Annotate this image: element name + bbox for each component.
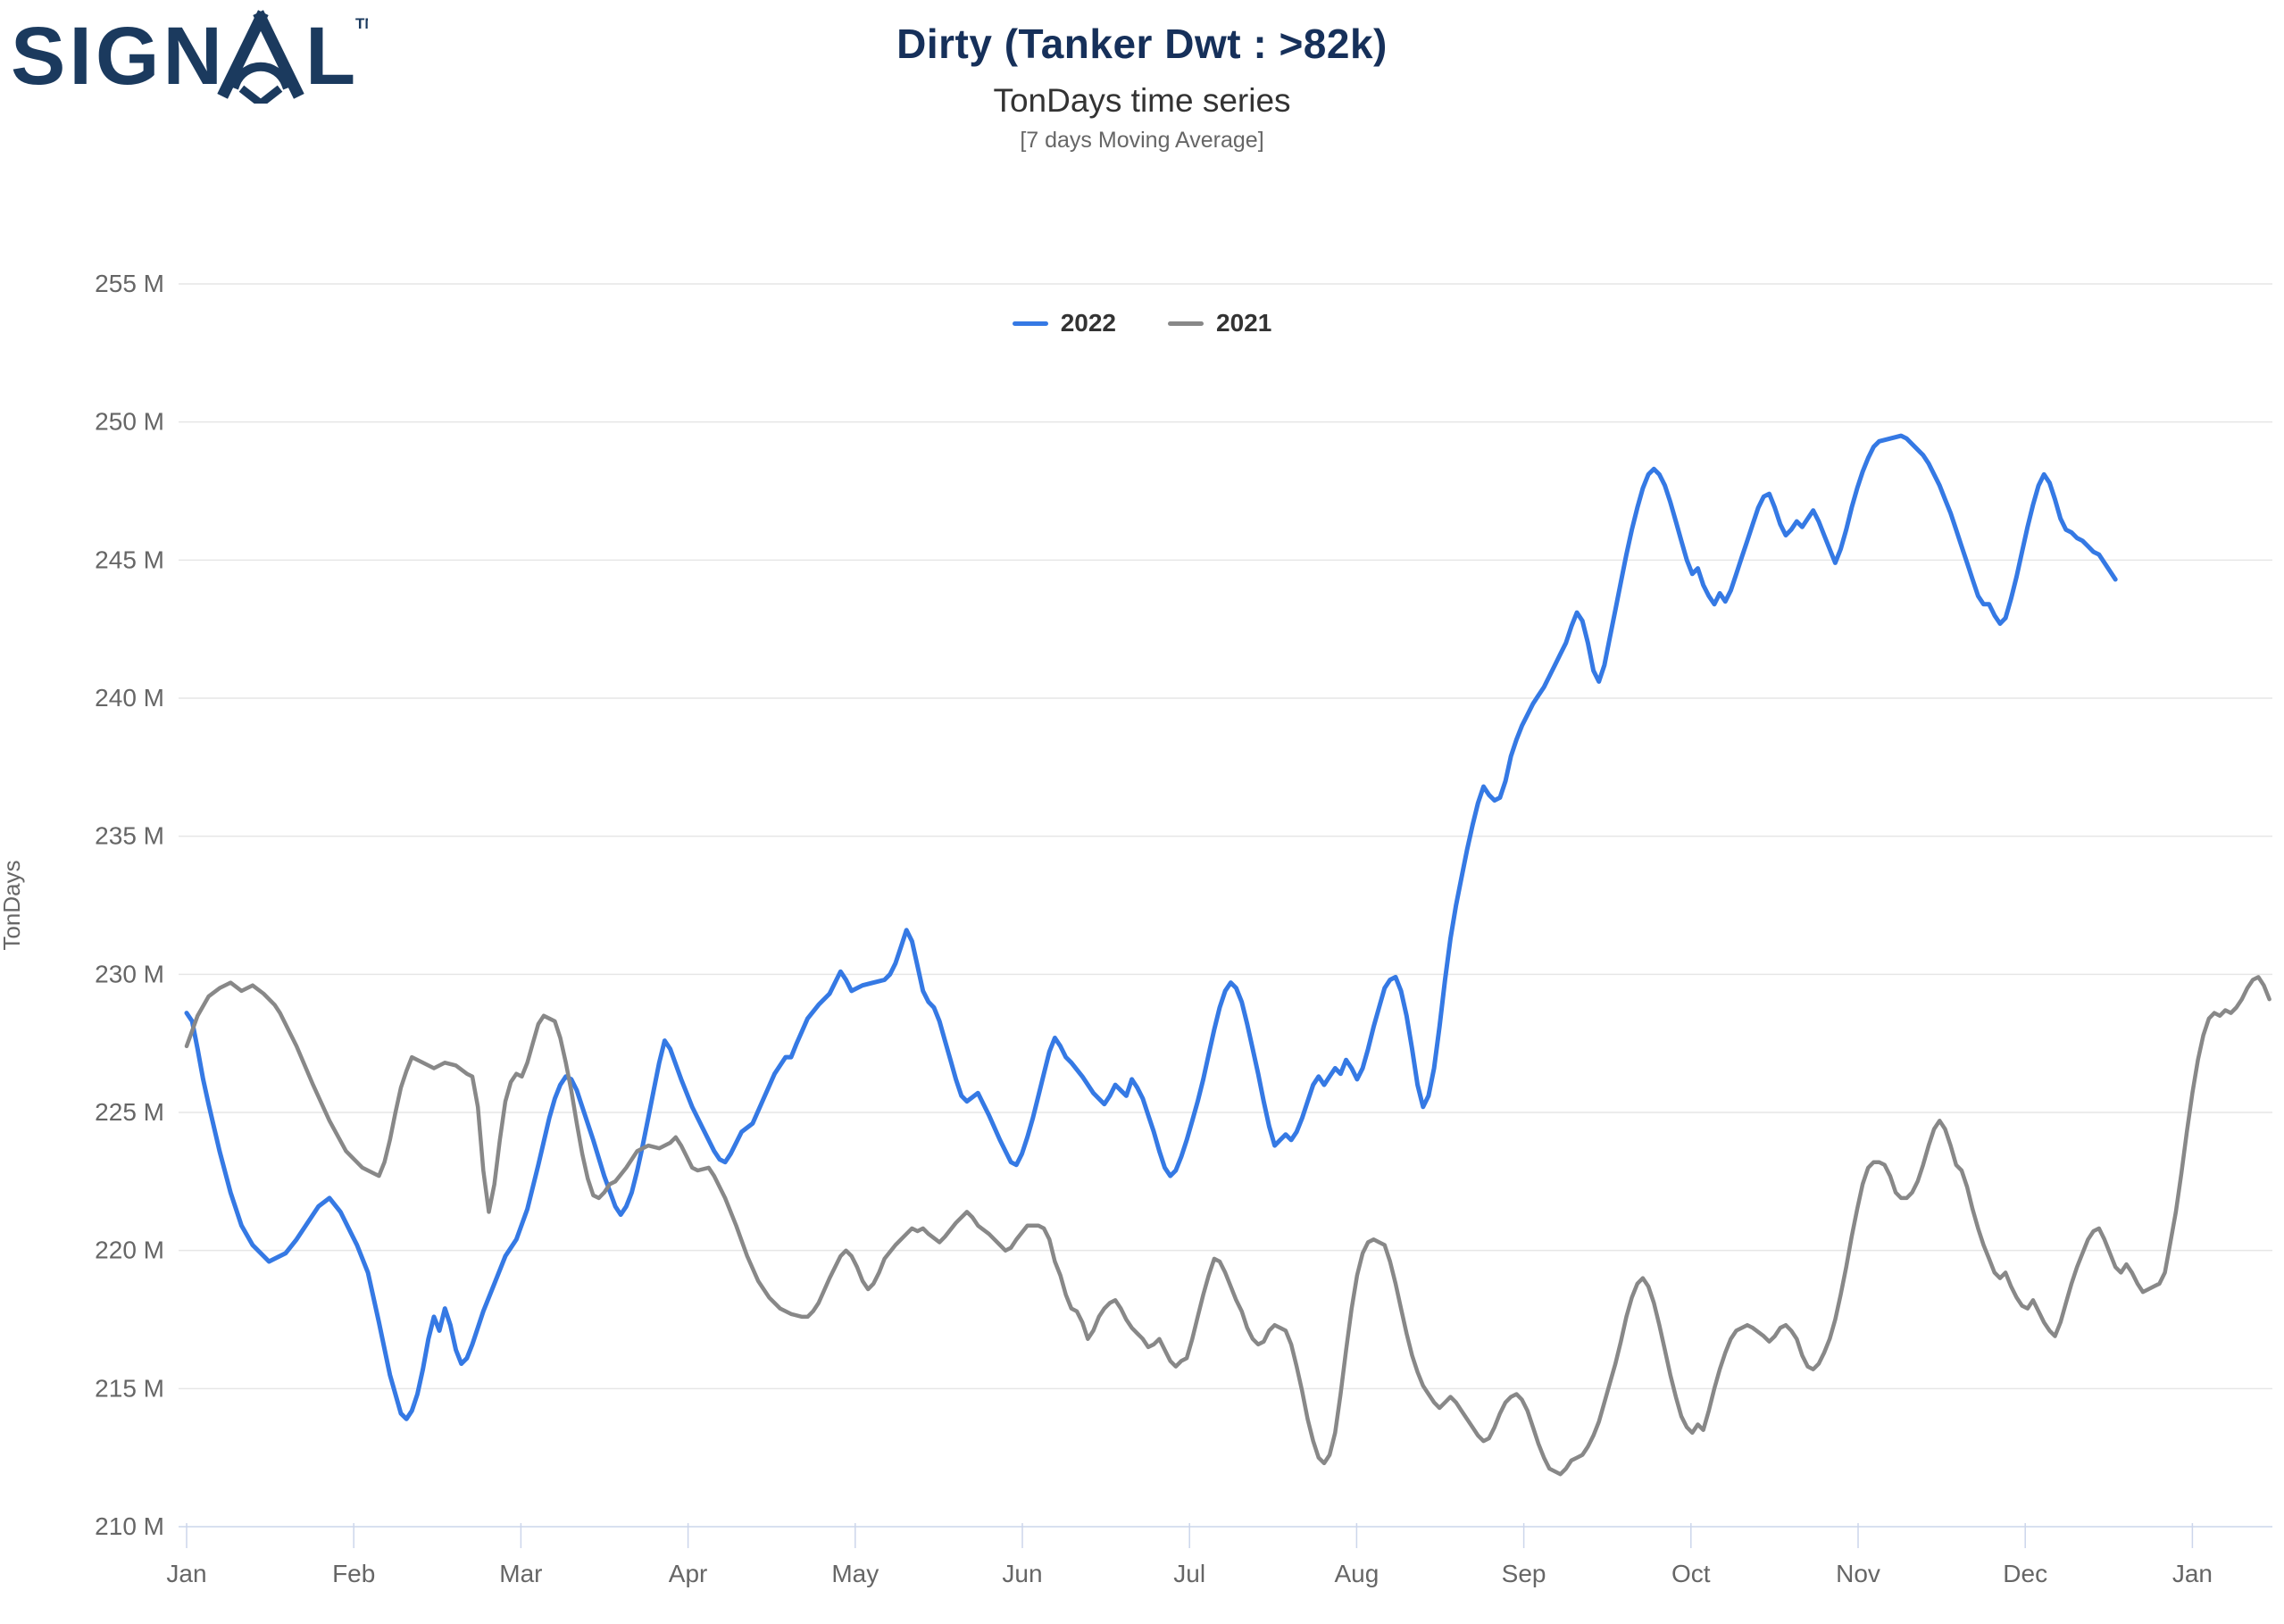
x-tick-label: Jun	[1002, 1560, 1042, 1587]
legend: 2022 2021	[0, 309, 2284, 337]
chart-note-moving-average: [7 days Moving Average]	[1020, 128, 1264, 153]
signal-logo-a-icon	[217, 10, 304, 104]
x-tick-label: Aug	[1334, 1560, 1379, 1587]
x-tick-label: Dec	[2003, 1560, 2047, 1587]
y-tick-label: 230 M	[95, 960, 164, 987]
x-tick-label: Apr	[669, 1560, 708, 1587]
x-tick-label: Jul	[1173, 1560, 1205, 1587]
x-tick-label: Jan	[2172, 1560, 2213, 1587]
y-tick-label: 215 M	[95, 1374, 164, 1402]
y-tick-label: 225 M	[95, 1098, 164, 1126]
signal-logo: SIGN L TM	[11, 10, 368, 104]
legend-item-2022[interactable]: 2022	[1012, 309, 1116, 337]
y-tick-label: 240 M	[95, 684, 164, 712]
series-line-2021[interactable]	[184, 975, 2271, 1477]
svg-text:SIGN: SIGN	[11, 11, 226, 102]
legend-label-2022: 2022	[1060, 309, 1116, 337]
x-tick-label: Jan	[166, 1560, 206, 1587]
x-tick-label: May	[831, 1560, 879, 1587]
y-tick-label: 255 M	[95, 270, 164, 297]
y-tick-label: 220 M	[95, 1237, 164, 1264]
chart-subtitle: TonDays time series	[993, 82, 1291, 119]
series-line-2022[interactable]	[184, 433, 2118, 1421]
logo-tm-mark: TM	[355, 15, 368, 32]
x-tick-label: Sep	[1502, 1560, 1546, 1587]
x-tick-label: Oct	[1671, 1560, 1711, 1587]
legend-item-2021[interactable]: 2021	[1168, 309, 1271, 337]
x-tick-label: Mar	[499, 1560, 542, 1587]
legend-swatch-2021	[1168, 321, 1204, 326]
x-tick-label: Nov	[1836, 1560, 1880, 1587]
x-tick-label: Feb	[332, 1560, 375, 1587]
legend-swatch-2022	[1012, 321, 1048, 326]
y-tick-label: 235 M	[95, 822, 164, 850]
chart-title: Dirty (Tanker Dwt : >82k)	[896, 21, 1388, 67]
y-tick-label: 210 M	[95, 1512, 164, 1540]
signal-logo-wordmark: SIGN L TM	[11, 10, 368, 104]
legend-label-2021: 2021	[1216, 309, 1272, 337]
y-tick-label: 245 M	[95, 545, 164, 573]
y-axis-title: TonDays	[0, 860, 25, 950]
y-tick-label: 250 M	[95, 408, 164, 436]
svg-text:L: L	[305, 11, 355, 102]
